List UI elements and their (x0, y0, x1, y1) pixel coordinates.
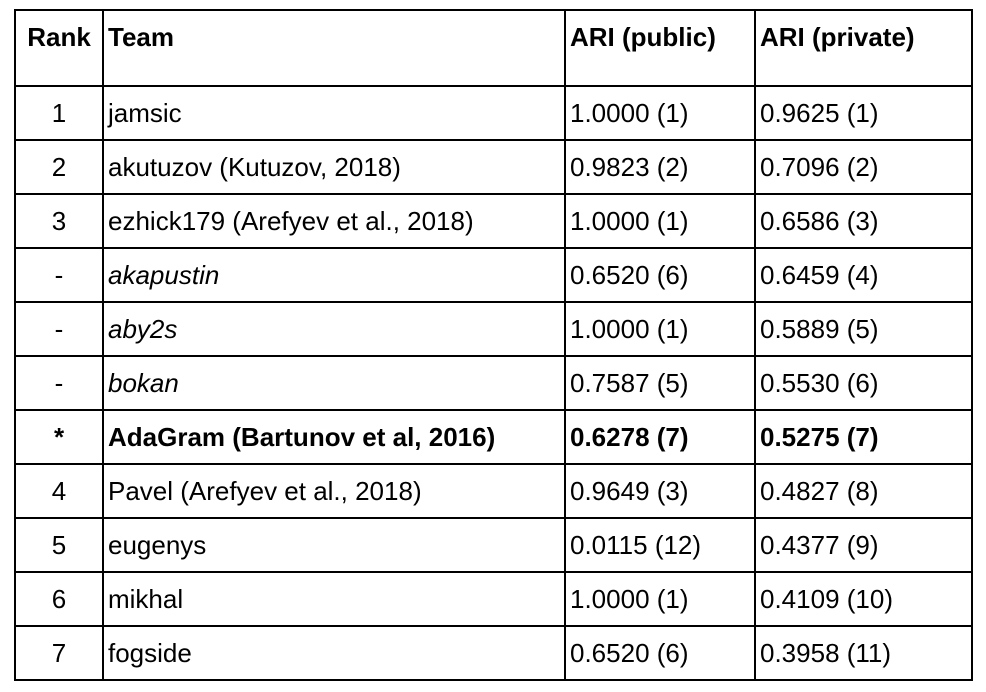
table-header-row: Rank Team ARI (public) ARI (private) (14, 9, 973, 87)
ari-public-cell: 1.0000 (1) (564, 193, 756, 249)
ari-public-cell: 0.6520 (6) (564, 247, 756, 303)
ari-public-cell: 0.9823 (2) (564, 139, 756, 195)
ari-public-cell: 1.0000 (1) (564, 85, 756, 141)
ari-private-cell: 0.4377 (9) (754, 517, 973, 573)
table-row: - akapustin 0.6520 (6) 0.6459 (4) (14, 247, 973, 303)
header-ari-private: ARI (private) (754, 9, 973, 87)
table-row: - aby2s 1.0000 (1) 0.5889 (5) (14, 301, 973, 357)
ari-public-cell: 0.6278 (7) (564, 409, 756, 465)
ari-public-cell: 1.0000 (1) (564, 301, 756, 357)
table-row: 3 ezhick179 (Arefyev et al., 2018) 1.0000 … (14, 193, 973, 249)
header-team: Team (102, 9, 566, 87)
rank-cell: - (14, 301, 104, 357)
rank-cell: * (14, 409, 104, 465)
ari-private-cell: 0.4109 (10) (754, 571, 973, 627)
header-rank: Rank (14, 9, 104, 87)
rank-cell: - (14, 355, 104, 411)
ari-public-cell: 0.0115 (12) (564, 517, 756, 573)
ari-public-cell: 0.9649 (3) (564, 463, 756, 519)
team-cell: aby2s (102, 301, 566, 357)
ari-public-cell: 1.0000 (1) (564, 571, 756, 627)
rank-cell: - (14, 247, 104, 303)
team-cell: ezhick179 (Arefyev et al., 2018) (102, 193, 566, 249)
table-row: 1 jamsic 1.0000 (1) 0.9625 (1) (14, 85, 973, 141)
team-cell: bokan (102, 355, 566, 411)
team-cell: akutuzov (Kutuzov, 2018) (102, 139, 566, 195)
table-row: 4 Pavel (Arefyev et al., 2018) 0.9649 (3) 0… (14, 463, 973, 519)
team-cell: eugenys (102, 517, 566, 573)
table-body: 1 jamsic 1.0000 (1) 0.9625 (1) 2 akutuzov (Ku… (14, 85, 973, 681)
results-table: Rank Team ARI (public) ARI (private) 1 ja… (14, 9, 973, 681)
ari-public-cell: 0.6520 (6) (564, 625, 756, 681)
rank-cell: 1 (14, 85, 104, 141)
ari-private-cell: 0.4827 (8) (754, 463, 973, 519)
results-table-container: Rank Team ARI (public) ARI (private) 1 ja… (14, 9, 973, 681)
table-row: 6 mikhal 1.0000 (1) 0.4109 (10) (14, 571, 973, 627)
ari-private-cell: 0.5889 (5) (754, 301, 973, 357)
rank-cell: 5 (14, 517, 104, 573)
ari-private-cell: 0.5530 (6) (754, 355, 973, 411)
table-row: * AdaGram (Bartunov et al, 2016) 0.6278 (7… (14, 409, 973, 465)
ari-private-cell: 0.6459 (4) (754, 247, 973, 303)
team-cell: fogside (102, 625, 566, 681)
rank-cell: 7 (14, 625, 104, 681)
team-cell: akapustin (102, 247, 566, 303)
team-cell: AdaGram (Bartunov et al, 2016) (102, 409, 566, 465)
ari-private-cell: 0.9625 (1) (754, 85, 973, 141)
team-cell: mikhal (102, 571, 566, 627)
rank-cell: 4 (14, 463, 104, 519)
rank-cell: 3 (14, 193, 104, 249)
table-row: 2 akutuzov (Kutuzov, 2018) 0.9823 (2) 0.709… (14, 139, 973, 195)
ari-private-cell: 0.6586 (3) (754, 193, 973, 249)
table-row: 5 eugenys 0.0115 (12) 0.4377 (9) (14, 517, 973, 573)
team-cell: jamsic (102, 85, 566, 141)
ari-public-cell: 0.7587 (5) (564, 355, 756, 411)
header-ari-public: ARI (public) (564, 9, 756, 87)
team-cell: Pavel (Arefyev et al., 2018) (102, 463, 566, 519)
ari-private-cell: 0.3958 (11) (754, 625, 973, 681)
ari-private-cell: 0.7096 (2) (754, 139, 973, 195)
table-row: 7 fogside 0.6520 (6) 0.3958 (11) (14, 625, 973, 681)
table-row: - bokan 0.7587 (5) 0.5530 (6) (14, 355, 973, 411)
rank-cell: 2 (14, 139, 104, 195)
rank-cell: 6 (14, 571, 104, 627)
ari-private-cell: 0.5275 (7) (754, 409, 973, 465)
